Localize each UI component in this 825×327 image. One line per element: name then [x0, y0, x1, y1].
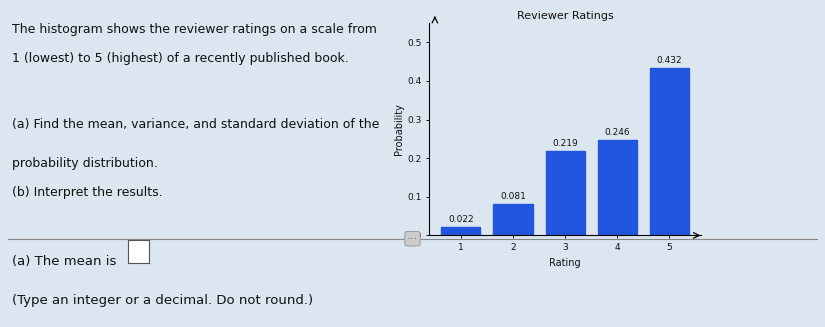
- Bar: [545, 151, 585, 235]
- Text: 0.246: 0.246: [605, 128, 630, 137]
- Title: Reviewer Ratings: Reviewer Ratings: [516, 11, 614, 21]
- Bar: [441, 227, 480, 235]
- Text: 1 (lowest) to 5 (highest) of a recently published book.: 1 (lowest) to 5 (highest) of a recently …: [12, 52, 349, 65]
- Text: ···: ···: [407, 234, 418, 244]
- Text: (b) Interpret the results.: (b) Interpret the results.: [12, 186, 163, 199]
- Text: (a) Find the mean, variance, and standard deviation of the: (a) Find the mean, variance, and standar…: [12, 118, 380, 131]
- Bar: [493, 204, 533, 235]
- Text: (a) The mean is: (a) The mean is: [12, 255, 117, 268]
- X-axis label: Rating: Rating: [549, 258, 581, 267]
- Text: 0.432: 0.432: [657, 56, 682, 65]
- Text: The histogram shows the reviewer ratings on a scale from: The histogram shows the reviewer ratings…: [12, 23, 377, 36]
- Text: 0.219: 0.219: [552, 139, 578, 148]
- Text: 0.081: 0.081: [500, 192, 526, 201]
- Text: probability distribution.: probability distribution.: [12, 157, 158, 170]
- Y-axis label: Probability: Probability: [394, 103, 404, 155]
- Bar: [597, 140, 637, 235]
- Text: 0.022: 0.022: [448, 215, 474, 224]
- Bar: [650, 68, 689, 235]
- Text: (Type an integer or a decimal. Do not round.): (Type an integer or a decimal. Do not ro…: [12, 294, 314, 307]
